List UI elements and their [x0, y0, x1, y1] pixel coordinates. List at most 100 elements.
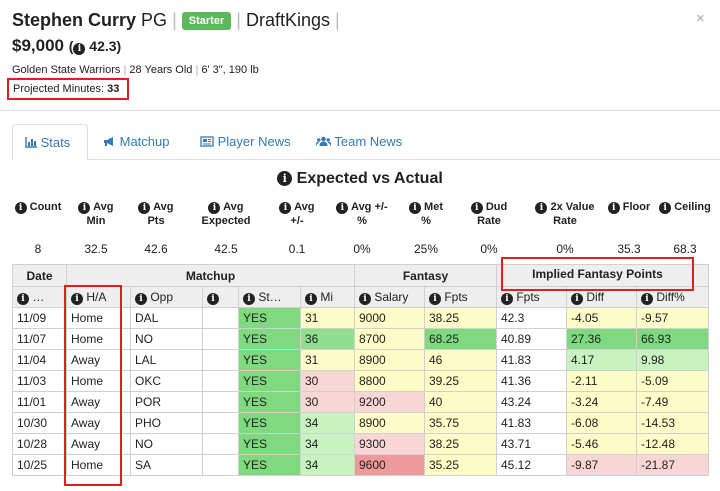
table-cell: Away: [66, 412, 131, 434]
table-cell: [202, 412, 239, 434]
status-badge: Starter: [181, 12, 232, 30]
column-header[interactable]: i Fpts: [496, 286, 567, 308]
info-icon[interactable]: i: [641, 292, 653, 305]
info-icon[interactable]: i: [535, 202, 548, 214]
tab-matchup[interactable]: Matchup: [91, 124, 182, 160]
table-cell: 42.3: [496, 307, 567, 329]
close-icon[interactable]: ×: [696, 10, 705, 27]
stat-label: 2x Value: [550, 201, 595, 213]
stat-label: %: [421, 215, 431, 227]
info-icon[interactable]: i: [429, 292, 441, 305]
table-row[interactable]: 11/07 Home NO YES 36 8700 68.25 40.89 27.36 66.93: [12, 328, 709, 350]
table-cell: -6.08: [566, 412, 637, 434]
tab-stats[interactable]: Stats: [12, 124, 88, 161]
table-cell: 41.83: [496, 412, 567, 434]
column-header[interactable]: i Fpts: [424, 286, 497, 308]
summary-stat: i Met% 25%: [398, 200, 454, 256]
table-row[interactable]: 11/03 Home OKC YES 30 8800 39.25 41.36 -2.11 -5.0…: [12, 370, 709, 392]
info-icon[interactable]: i: [207, 292, 219, 305]
summary-stat: i Avg +/-% 0%: [330, 200, 394, 256]
info-icon[interactable]: i: [135, 292, 147, 305]
tab-label: Matchup: [119, 134, 170, 149]
info-icon[interactable]: i: [607, 202, 620, 214]
table-row[interactable]: 11/04 Away LAL YES 31 8900 46 41.83 4.17 9.98: [12, 349, 709, 371]
column-header[interactable]: i Opp: [130, 286, 203, 308]
info-icon[interactable]: i: [659, 202, 672, 214]
table-cell: [202, 454, 239, 476]
column-header[interactable]: i …: [12, 286, 67, 308]
table-cell: YES: [238, 433, 301, 455]
table-cell: 38.25: [424, 307, 497, 329]
salary-line: $9,000 (i 42.3): [12, 36, 122, 55]
stat-label: Avg: [153, 201, 174, 213]
table-cell: 68.25: [424, 328, 497, 350]
summary-stat: i Avg Pts 42.6: [128, 200, 184, 256]
info-icon[interactable]: i: [305, 292, 317, 305]
info-icon[interactable]: i: [243, 292, 255, 305]
stat-label: Dud: [485, 201, 508, 213]
stat-value: 42.5: [214, 242, 238, 256]
table-cell: 40.89: [496, 328, 567, 350]
player-header: Stephen Curry PG | Starter | DraftKings …: [12, 10, 340, 31]
column-header[interactable]: i Mi: [300, 286, 355, 308]
group-header-date[interactable]: Date: [12, 264, 67, 287]
player-bio: Golden State Warriors | 28 Years Old | 6…: [12, 64, 259, 76]
info-icon[interactable]: i: [501, 292, 513, 305]
tab-team-news[interactable]: Team News: [304, 124, 414, 160]
column-header[interactable]: i Salary: [354, 286, 425, 308]
stat-value: 25%: [413, 242, 439, 256]
stat-label: Floor: [622, 201, 651, 213]
info-icon[interactable]: i: [208, 202, 221, 214]
info-icon[interactable]: i: [470, 202, 483, 214]
info-icon[interactable]: i: [71, 292, 83, 305]
stat-value: 32.5: [84, 242, 108, 256]
summary-stats: i Count 8 i Avg Min 32.5 i Avg Pts 42.6 i Avg Exp…: [12, 200, 716, 262]
users-icon: [315, 134, 334, 149]
stat-value: 0%: [353, 242, 371, 256]
info-icon[interactable]: i: [277, 171, 293, 186]
info-icon[interactable]: i: [138, 202, 151, 214]
summary-stat: i Avg Min 32.5: [68, 200, 124, 256]
player-age: 28 Years Old: [129, 64, 193, 76]
table-cell: 30: [300, 370, 355, 392]
table-cell: 30: [300, 391, 355, 413]
table-cell: YES: [238, 349, 301, 371]
stat-value: 35.3: [617, 242, 641, 256]
table-cell: 43.71: [496, 433, 567, 455]
table-row[interactable]: 10/30 Away PHO YES 34 8900 35.75 41.83 -6.08 -14.…: [12, 412, 709, 434]
tab-player-news[interactable]: Player News: [188, 124, 303, 160]
column-header[interactable]: i Diff%: [636, 286, 709, 308]
projected-minutes-label: Projected Minutes:: [13, 83, 105, 95]
table-cell: NO: [130, 433, 203, 455]
table-row[interactable]: 11/09 Home DAL YES 31 9000 38.25 42.3 -4.05 -9.57: [12, 307, 709, 329]
player-name: Stephen Curry: [12, 10, 137, 30]
table-cell: -7.49: [636, 391, 709, 413]
info-icon[interactable]: i: [279, 202, 292, 214]
table-cell: 9600: [354, 454, 425, 476]
table-row[interactable]: 10/25 Home SA YES 34 9600 35.25 45.12 -9.87 -21.8…: [12, 454, 709, 476]
info-icon[interactable]: i: [571, 292, 583, 305]
table-cell: 11/07: [12, 328, 67, 350]
tab-label: Player News: [217, 134, 291, 149]
info-icon[interactable]: i: [336, 202, 349, 214]
info-icon[interactable]: i: [14, 202, 27, 214]
table-cell: 41.36: [496, 370, 567, 392]
column-header[interactable]: i H/A: [66, 286, 131, 308]
info-icon[interactable]: i: [408, 202, 421, 214]
info-icon[interactable]: i: [78, 202, 91, 214]
table-row[interactable]: 10/28 Away NO YES 34 9300 38.25 43.71 -5.46 -12.4…: [12, 433, 709, 455]
stat-label: Rate: [553, 215, 577, 227]
table-cell: [202, 307, 239, 329]
column-header[interactable]: i: [202, 286, 239, 308]
table-row[interactable]: 11/01 Away POR YES 30 9200 40 43.24 -3.24 -7.49: [12, 391, 709, 413]
column-header[interactable]: i Diff: [566, 286, 637, 308]
implied-fantasy-points-highlight: Implied Fantasy Points: [501, 257, 694, 291]
column-header[interactable]: i St…: [238, 286, 301, 308]
info-icon[interactable]: i: [73, 43, 86, 55]
info-icon[interactable]: i: [359, 292, 371, 305]
table-cell: 66.93: [636, 328, 709, 350]
info-icon[interactable]: i: [17, 292, 29, 305]
stat-label: Avg +/-: [351, 201, 388, 213]
table-cell: YES: [238, 391, 301, 413]
projected-minutes-highlight: Projected Minutes: 33: [7, 78, 129, 100]
